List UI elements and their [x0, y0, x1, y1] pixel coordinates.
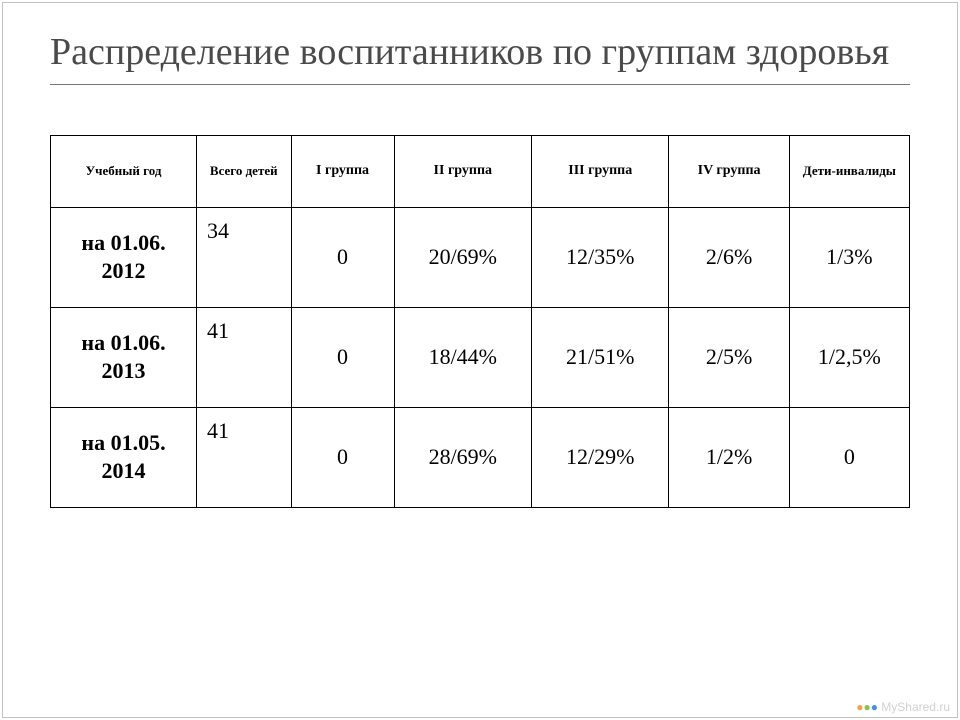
cell-g3: 12/29% [532, 407, 669, 507]
cell-g1: 0 [291, 307, 394, 407]
cell-g4: 2/6% [669, 207, 789, 307]
col-header-disabled: Дети-инвалиды [789, 135, 909, 207]
watermark-prefix: My [881, 700, 897, 714]
row-label: на 01.06. 2013 [51, 307, 197, 407]
cell-g4: 1/2% [669, 407, 789, 507]
col-header-g3: III группа [532, 135, 669, 207]
table-row: на 01.06. 2012 34 0 20/69% 12/35% 2/6% 1… [51, 207, 910, 307]
cell-g1: 0 [291, 407, 394, 507]
cell-total: 34 [197, 207, 291, 307]
cell-disabled: 1/2,5% [789, 307, 909, 407]
watermark-dot-icon: ● [863, 700, 870, 714]
row-label: на 01.06. 2012 [51, 207, 197, 307]
cell-g3: 21/51% [532, 307, 669, 407]
watermark-suffix: Shared [897, 700, 936, 714]
table-header-row: Учебный год Всего детей I группа II груп… [51, 135, 910, 207]
cell-g4: 2/5% [669, 307, 789, 407]
cell-total: 41 [197, 307, 291, 407]
cell-g3: 12/35% [532, 207, 669, 307]
cell-g1: 0 [291, 207, 394, 307]
health-groups-table: Учебный год Всего детей I группа II груп… [50, 135, 910, 508]
slide-title: Распределение воспитанников по группам з… [50, 30, 910, 76]
watermark-rest: .ru [936, 700, 950, 714]
cell-g2: 18/44% [394, 307, 531, 407]
row-label: на 01.05. 2014 [51, 407, 197, 507]
cell-disabled: 1/3% [789, 207, 909, 307]
cell-g2: 20/69% [394, 207, 531, 307]
col-header-g2: II группа [394, 135, 531, 207]
watermark-dot-icon: ● [871, 700, 878, 714]
col-header-total: Всего детей [197, 135, 291, 207]
col-header-g1: I группа [291, 135, 394, 207]
table-row: на 01.05. 2014 41 0 28/69% 12/29% 1/2% 0 [51, 407, 910, 507]
table-row: на 01.06. 2013 41 0 18/44% 21/51% 2/5% 1… [51, 307, 910, 407]
col-header-year: Учебный год [51, 135, 197, 207]
cell-disabled: 0 [789, 407, 909, 507]
title-underline [50, 84, 910, 85]
col-header-g4: IV группа [669, 135, 789, 207]
cell-total: 41 [197, 407, 291, 507]
watermark: ●●● MyShared.ru [856, 700, 950, 714]
cell-g2: 28/69% [394, 407, 531, 507]
